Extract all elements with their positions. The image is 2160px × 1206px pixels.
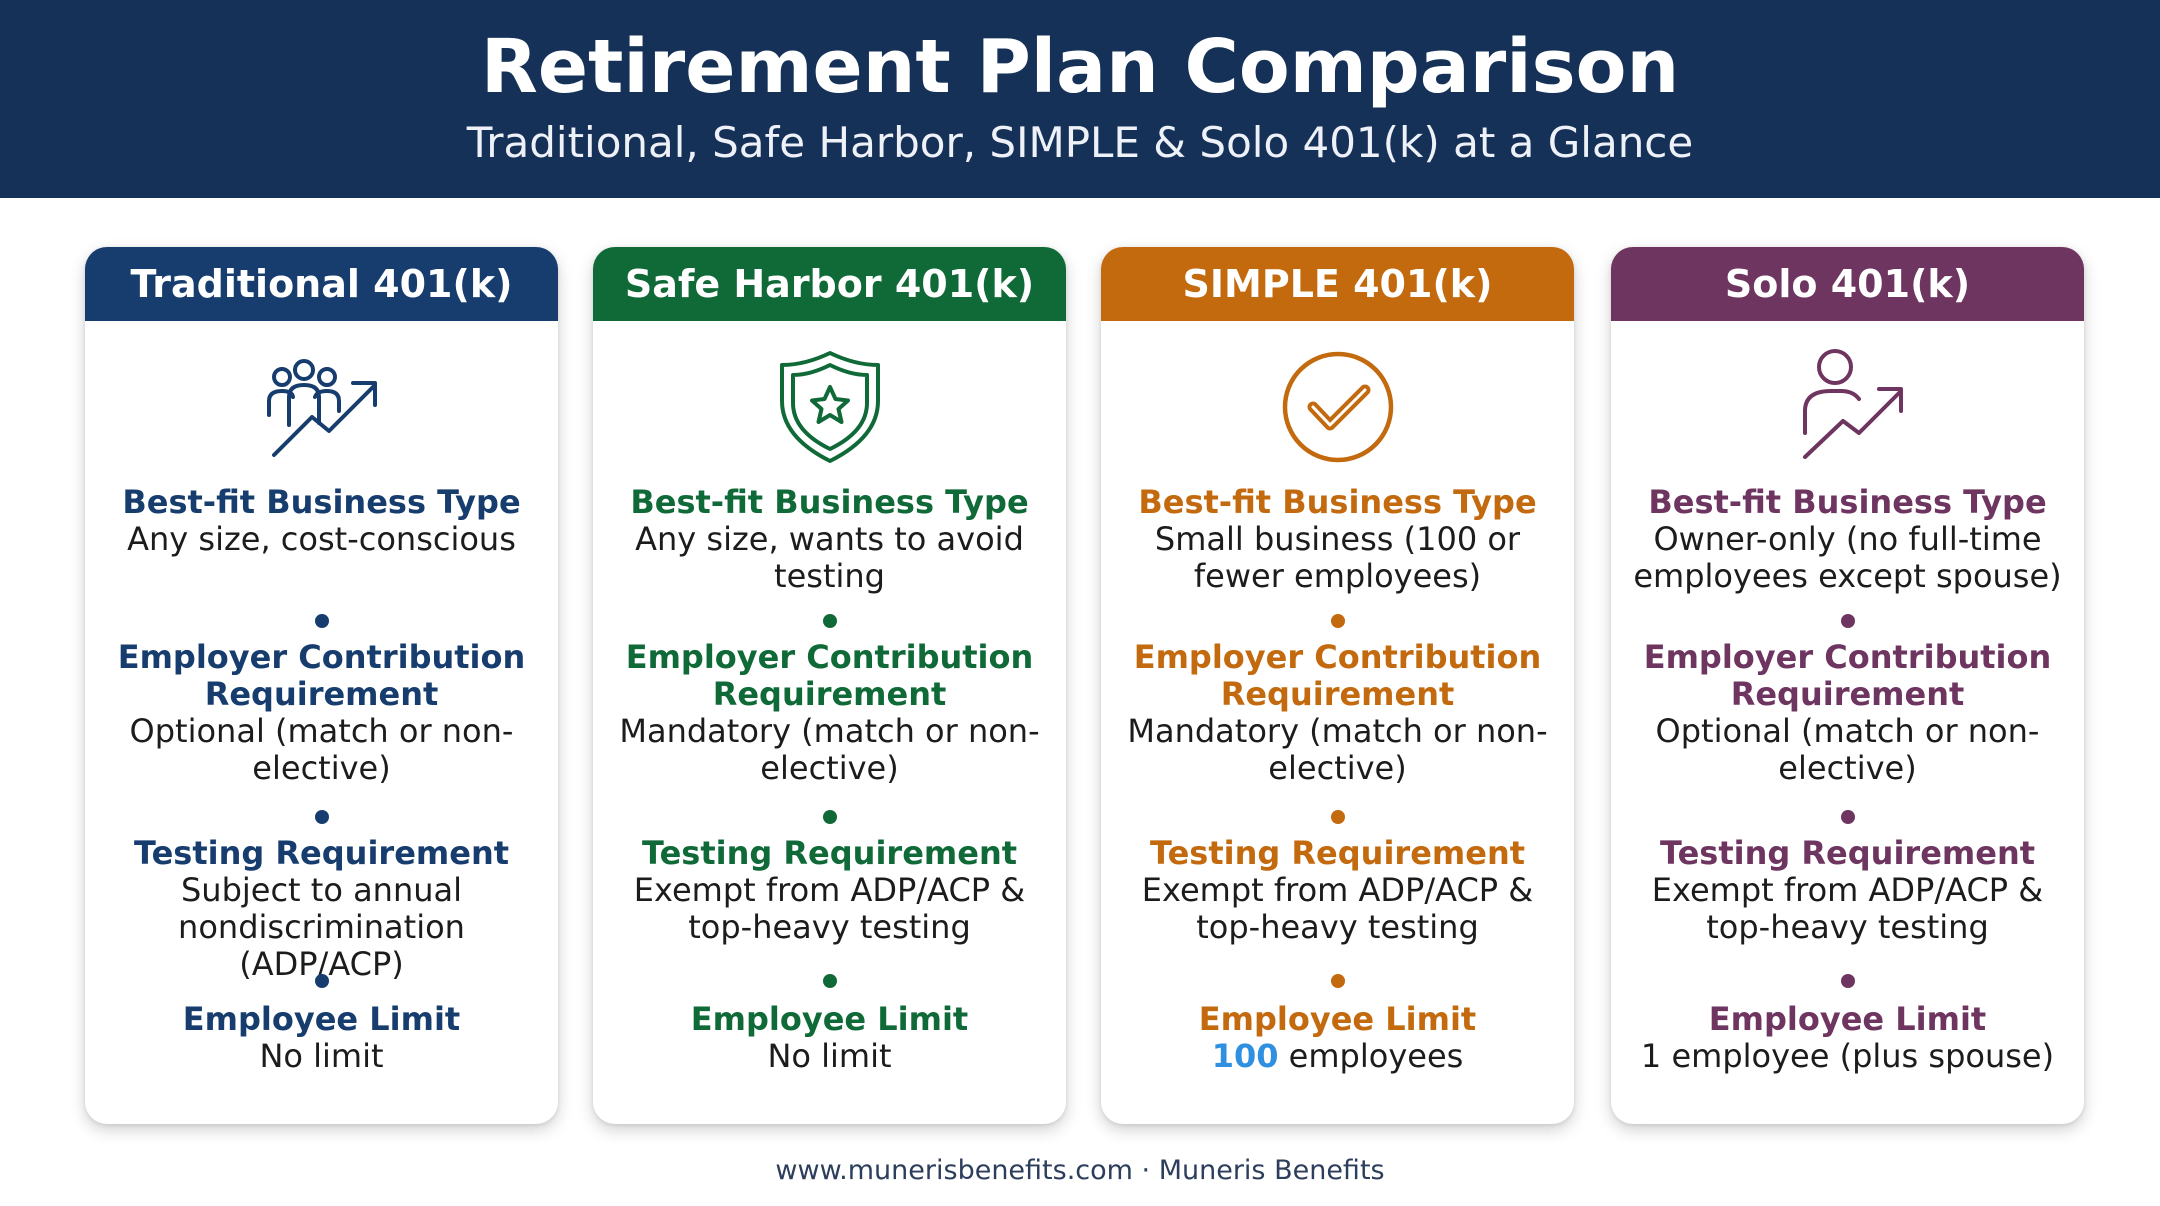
testing-section: Testing Requirement Exempt from ADP/ACP …: [1111, 835, 1564, 946]
employee-limit-unit: employees: [1288, 1037, 1464, 1075]
business-type-label: Best-fit Business Type: [1138, 483, 1537, 521]
employer-contribution-section: Employer Contribution Requirement Mandat…: [1111, 639, 1564, 787]
plan-cards: Traditional 401(k) Best-fit Business Typ…: [85, 247, 2084, 1124]
business-type-value: Any size, cost-conscious: [127, 520, 516, 558]
plan-card-solo: Solo 401(k) Best-fit Business Type Owner…: [1611, 247, 2084, 1124]
testing-label: Testing Requirement: [1149, 834, 1526, 872]
people-growth-icon: [85, 345, 558, 469]
separator-dot: [1840, 974, 1855, 988]
footer-credit: www.munerisbenefits.com · Muneris Benefi…: [775, 1155, 1385, 1186]
plan-card-simple: SIMPLE 401(k) Best-fit Business Type Sma…: [1101, 247, 1574, 1124]
separator-dot: [822, 974, 837, 988]
employee-limit-label: Employee Limit: [1708, 1000, 1987, 1038]
business-type-label: Best-fit Business Type: [122, 483, 521, 521]
separator-dot: [314, 614, 329, 628]
separator-dot: [822, 810, 837, 824]
employee-limit-section: Employee Limit No limit: [95, 1001, 548, 1075]
employee-limit-section: Employee Limit 1 employee (plus spouse): [1621, 1001, 2074, 1075]
employee-limit-label: Employee Limit: [690, 1000, 969, 1038]
page-header: Retirement Plan Comparison Traditional, …: [0, 0, 2160, 198]
employer-contribution-value: Mandatory (match or non-elective): [1127, 712, 1548, 787]
separator-dot: [1330, 614, 1345, 628]
separator-dot: [1840, 614, 1855, 628]
testing-value: Exempt from ADP/ACP & top-heavy testing: [1141, 871, 1534, 946]
employer-contribution-value: Optional (match or non-elective): [129, 712, 514, 787]
business-type-section: Best-fit Business Type Any size, wants t…: [603, 484, 1056, 595]
employer-contribution-label: Employer Contribution Requirement: [117, 638, 526, 713]
employee-limit-label: Employee Limit: [1198, 1000, 1477, 1038]
employer-contribution-label: Employer Contribution Requirement: [1133, 638, 1542, 713]
testing-label: Testing Requirement: [133, 834, 510, 872]
employer-contribution-label: Employer Contribution Requirement: [625, 638, 1034, 713]
business-type-section: Best-fit Business Type Owner-only (no fu…: [1621, 484, 2074, 595]
testing-section: Testing Requirement Subject to annual no…: [95, 835, 548, 983]
separator-dot: [314, 974, 329, 988]
business-type-label: Best-fit Business Type: [1648, 483, 2047, 521]
business-type-section: Best-fit Business Type Small business (1…: [1111, 484, 1564, 595]
business-type-value: Any size, wants to avoid testing: [635, 520, 1024, 595]
separator-dot: [1840, 810, 1855, 824]
testing-label: Testing Requirement: [1659, 834, 2036, 872]
check-circle-icon: [1101, 345, 1574, 469]
employer-contribution-label: Employer Contribution Requirement: [1643, 638, 2052, 713]
business-type-section: Best-fit Business Type Any size, cost-co…: [95, 484, 548, 558]
separator-dot: [1330, 810, 1345, 824]
employer-contribution-section: Employer Contribution Requirement Option…: [95, 639, 548, 787]
employee-limit-value: No limit: [259, 1037, 384, 1075]
separator-dot: [822, 614, 837, 628]
testing-label: Testing Requirement: [641, 834, 1018, 872]
shield-star-icon: [593, 345, 1066, 469]
employer-contribution-section: Employer Contribution Requirement Option…: [1621, 639, 2074, 787]
person-growth-icon: [1611, 345, 2084, 469]
business-type-value: Owner-only (no full-time employees excep…: [1633, 520, 2062, 595]
testing-value: Exempt from ADP/ACP & top-heavy testing: [633, 871, 1026, 946]
plan-card-title: Solo 401(k): [1611, 247, 2084, 321]
plan-card-traditional: Traditional 401(k) Best-fit Business Typ…: [85, 247, 558, 1124]
testing-section: Testing Requirement Exempt from ADP/ACP …: [603, 835, 1056, 946]
employer-contribution-value: Optional (match or non-elective): [1655, 712, 2040, 787]
employee-limit-value: 100 employees: [1111, 1038, 1564, 1075]
testing-value: Subject to annual nondiscrimination (ADP…: [178, 871, 465, 983]
employer-contribution-value: Mandatory (match or non-elective): [619, 712, 1040, 787]
business-type-value: Small business (100 or fewer employees): [1154, 520, 1521, 595]
page-subtitle: Traditional, Safe Harbor, SIMPLE & Solo …: [466, 118, 1694, 167]
business-type-label: Best-fit Business Type: [630, 483, 1029, 521]
separator-dot: [1330, 974, 1345, 988]
page-title: Retirement Plan Comparison: [480, 24, 1680, 110]
testing-section: Testing Requirement Exempt from ADP/ACP …: [1621, 835, 2074, 946]
employee-limit-value: No limit: [767, 1037, 892, 1075]
testing-value: Exempt from ADP/ACP & top-heavy testing: [1651, 871, 2044, 946]
employee-limit-section: Employee Limit 100 employees: [1111, 1001, 1564, 1075]
employee-limit-value: 1 employee (plus spouse): [1640, 1037, 2055, 1075]
employer-contribution-section: Employer Contribution Requirement Mandat…: [603, 639, 1056, 787]
employee-limit-label: Employee Limit: [182, 1000, 461, 1038]
plan-card-title: Safe Harbor 401(k): [593, 247, 1066, 321]
plan-card-title: Traditional 401(k): [85, 247, 558, 321]
employee-limit-section: Employee Limit No limit: [603, 1001, 1056, 1075]
plan-card-title: SIMPLE 401(k): [1101, 247, 1574, 321]
separator-dot: [314, 810, 329, 824]
plan-card-safe-harbor: Safe Harbor 401(k) Best-fit Business Typ…: [593, 247, 1066, 1124]
employee-limit-number: 100: [1211, 1037, 1279, 1075]
